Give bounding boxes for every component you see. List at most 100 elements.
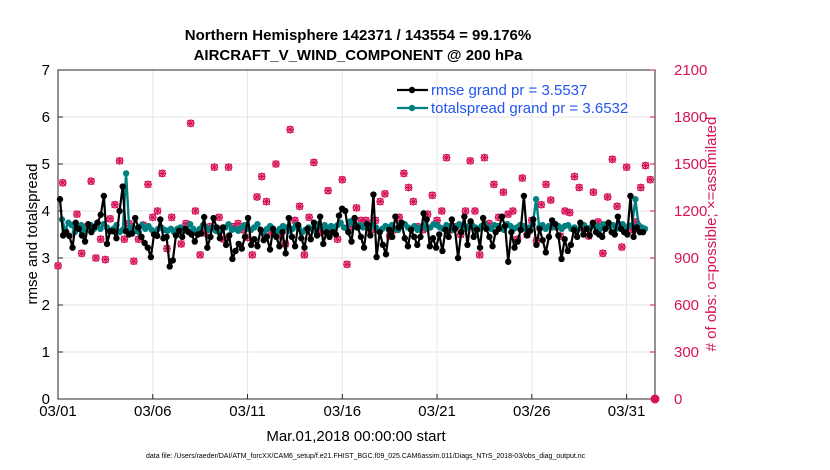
obs-assimilated-marker <box>395 213 403 222</box>
rmse-point <box>530 216 537 223</box>
spread-point <box>532 196 540 203</box>
rmse-point <box>273 233 280 241</box>
rmse-point <box>175 227 183 234</box>
rmse-point <box>207 233 214 241</box>
rmse-point <box>69 244 76 251</box>
spread-point <box>186 220 194 228</box>
rmse-point <box>128 230 136 237</box>
rmse-point <box>116 207 123 215</box>
obs-assimilated-marker <box>73 210 81 218</box>
x-tick-label: 03/26 <box>513 403 551 420</box>
obs-assimilated-marker <box>324 186 332 195</box>
rmse-point <box>376 228 383 236</box>
rmse-point <box>567 241 575 249</box>
rmse-point <box>464 241 471 249</box>
chart-title-line-2: AIRCRAFT_V_WIND_COMPONENT @ 200 hPa <box>194 47 524 64</box>
obs-assimilated-marker <box>58 179 67 187</box>
rmse-point <box>426 243 434 250</box>
obs-assimilated-marker <box>636 183 645 192</box>
rmse-point <box>254 243 261 250</box>
y2-tick-label: 300 <box>674 344 699 361</box>
rmse-point <box>103 240 111 248</box>
rmse-point <box>342 207 349 215</box>
obs-assimilated-marker <box>433 216 441 225</box>
obs-assimilated-marker <box>622 163 631 171</box>
obs-assimilated-marker <box>333 235 342 243</box>
obs-assimilated-marker <box>499 188 508 196</box>
rmse-point <box>247 241 255 249</box>
rmse-point <box>564 247 571 255</box>
series-lines <box>56 170 649 270</box>
obs-assimilated-marker <box>286 125 294 134</box>
rmse-point <box>517 226 524 233</box>
rmse-point <box>348 238 355 245</box>
rmse-point <box>605 219 612 226</box>
rmse-point <box>354 224 361 231</box>
rmse-point <box>179 233 186 241</box>
rmse-point <box>323 228 330 236</box>
obs-assimilated-marker <box>409 197 418 206</box>
obs-assimilated-marker <box>608 155 617 164</box>
rmse-point <box>514 238 521 245</box>
obs-assimilated-marker <box>224 163 233 171</box>
data-file-footnote: data file: /Users/raeder/DAI/ATM_forcXX/… <box>146 453 586 460</box>
rmse-point <box>216 235 224 242</box>
rmse-point <box>188 231 195 238</box>
obs-assimilated-marker <box>92 254 100 262</box>
obs-assimilated-marker <box>376 197 384 206</box>
obs-assimilated-marker <box>267 229 276 237</box>
obs-assimilated-marker <box>381 189 389 198</box>
legend-rmse-label: rmse grand pr = 3.5537 <box>431 82 587 99</box>
rmse-point <box>599 233 606 241</box>
obs-assimilated-marker <box>191 207 200 215</box>
obs-assimilated-marker <box>96 235 105 243</box>
y-tick-label: 3 <box>42 250 50 267</box>
y-tick-label: 5 <box>42 156 50 173</box>
rmse-point <box>552 220 559 228</box>
rmse-point <box>307 236 314 243</box>
y2-tick-label: 0 <box>674 391 682 408</box>
obs-assimilated-marker <box>182 219 190 228</box>
obs-assimilated-marker <box>627 226 636 234</box>
rmse-point <box>144 244 151 251</box>
rmse-point <box>213 224 220 231</box>
rmse-point <box>520 192 528 200</box>
rmse-point <box>505 258 512 265</box>
rmse-point <box>81 238 89 245</box>
obs-assimilated-marker <box>509 207 517 215</box>
obs-assimilated-marker <box>613 202 621 211</box>
rmse-point <box>389 233 396 241</box>
obs-assimilated-marker <box>480 153 489 162</box>
rmse-point <box>420 210 427 217</box>
rmse-point <box>257 226 264 233</box>
obs-assimilated-marker <box>599 249 607 258</box>
rmse-point <box>135 224 142 231</box>
rmse-point <box>461 213 468 220</box>
obs-assimilated-marker <box>400 169 408 178</box>
rmse-point <box>401 235 408 242</box>
rmse-point <box>432 244 440 251</box>
rmse-point <box>624 231 631 238</box>
rmse-point <box>100 192 108 200</box>
spread-point <box>225 220 232 228</box>
obs-assimilated-marker <box>248 251 257 259</box>
obs-assimilated-marker <box>362 216 370 225</box>
rmse-point <box>232 247 239 255</box>
rmse-point <box>295 221 302 229</box>
rmse-point <box>630 233 637 241</box>
rmse-point <box>542 249 550 256</box>
spread-point <box>632 196 639 203</box>
rmse-point <box>147 253 155 261</box>
obs-assimilated-marker <box>153 207 162 215</box>
rmse-point <box>511 244 518 251</box>
rmse-point <box>66 232 73 240</box>
x-axis-label: Mar.01,2018 00:00:00 start <box>266 428 446 445</box>
rmse-point <box>526 227 534 234</box>
obs-assimilated-marker <box>570 172 579 181</box>
obs-assimilated-marker <box>618 243 626 251</box>
obs-assimilated-marker <box>423 210 432 218</box>
obs-assimilated-marker <box>148 213 157 222</box>
rmse-point <box>244 214 252 222</box>
rmse-point <box>279 228 286 236</box>
rmse-point <box>533 241 540 249</box>
